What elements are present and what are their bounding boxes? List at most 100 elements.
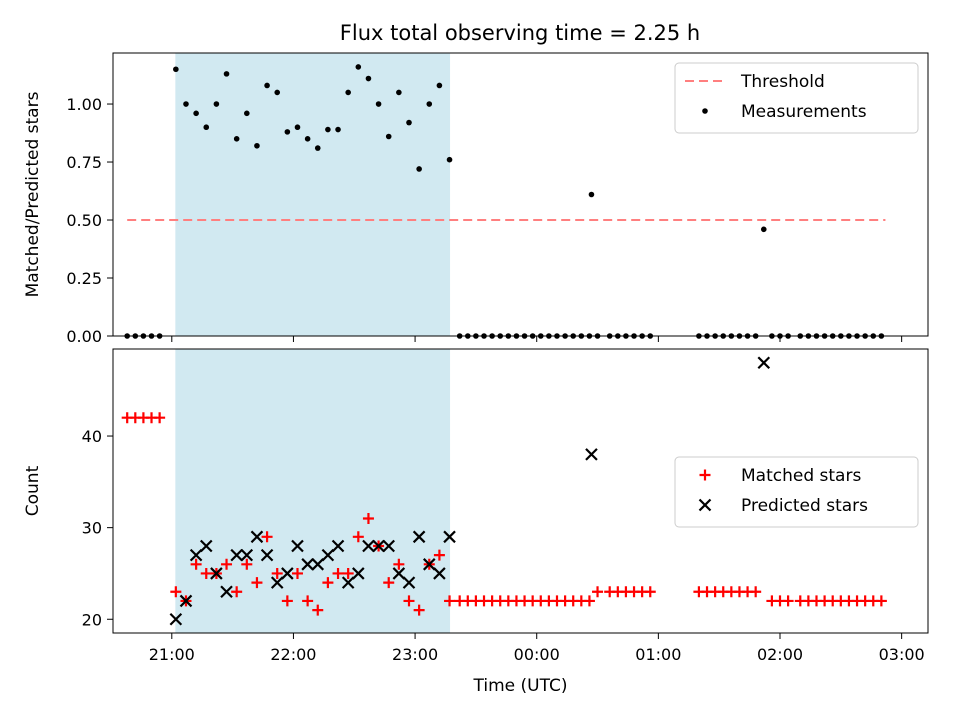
measurements-point: [314, 145, 321, 151]
predicted-stars-point: [443, 530, 456, 544]
matched-stars-point: [383, 577, 395, 589]
matched-stars-point: [281, 595, 293, 607]
measurements-point: [375, 101, 382, 107]
measurements-point: [274, 89, 281, 96]
y-tick-label: 1.00: [66, 95, 102, 114]
measurements-point: [446, 156, 453, 163]
predicted-stars-point: [189, 548, 203, 562]
matched-stars-point: [433, 549, 445, 561]
predicted-stars-point: [331, 539, 345, 553]
predicted-stars-point: [372, 539, 385, 553]
top-panel-frame: [112, 52, 929, 337]
measurements-point: [203, 124, 210, 131]
measurements-point: [588, 191, 595, 198]
measurements-point: [284, 129, 291, 135]
matched-stars-point: [332, 567, 344, 579]
matched-stars-point: [352, 531, 364, 543]
measurements-point: [760, 226, 767, 233]
y-tick-label: 0.75: [66, 153, 102, 172]
x-axis-label: Time (UTC): [473, 676, 568, 696]
top-panel-marks: [124, 64, 886, 339]
y-tick-label: 0.50: [66, 211, 102, 230]
y-tick-label: 40: [82, 427, 102, 446]
predicted-stars-point: [199, 539, 213, 553]
matched-stars-point: [312, 604, 324, 616]
matched-stars-point: [393, 558, 405, 570]
predicted-stars-point: [757, 356, 771, 370]
x-tick-label: 03:00: [879, 645, 925, 664]
y-tick-label: 0.25: [66, 269, 102, 288]
matched-stars-point: [291, 567, 303, 579]
measurements-point: [183, 101, 189, 107]
predicted-stars-point: [301, 558, 314, 571]
measurements-point: [396, 89, 402, 96]
bottom-panel: 21:00 22:00 23:00 00:00 01:00 02:00 03:00 20 30 4…: [23, 348, 929, 696]
predicted-stars-point: [352, 567, 365, 580]
legend-predicted-stars-label: Predicted stars: [741, 496, 868, 516]
measurements-point: [345, 89, 351, 96]
x-tick-label: 23:00: [392, 645, 438, 664]
predicted-stars-point: [392, 567, 406, 580]
measurements-point: [193, 110, 199, 117]
predicted-stars-point: [220, 585, 233, 599]
measurements-point: [244, 110, 250, 117]
measurements-point: [254, 142, 260, 149]
measurements-point: [173, 66, 179, 73]
predicted-stars-point: [362, 539, 375, 553]
measurements-point: [426, 101, 433, 107]
predicted-stars-point: [321, 548, 335, 562]
x-tick-label: 00:00: [514, 645, 560, 664]
y-tick-label: 30: [82, 519, 102, 538]
matched-stars-point: [583, 595, 595, 607]
matched-stars-point: [750, 586, 762, 598]
predicted-stars-point: [291, 539, 304, 553]
measurements-point: [365, 75, 372, 82]
legend-measurements-label: Measurements: [741, 102, 867, 122]
matched-stars-point: [221, 558, 233, 570]
predicted-stars-point: [311, 558, 325, 571]
measurements-point: [385, 133, 392, 140]
matched-stars-point: [241, 558, 253, 570]
matched-stars-point: [322, 577, 334, 589]
x-tick-label: 02:00: [757, 645, 803, 664]
matched-stars-point: [190, 558, 202, 570]
measurements-point: [416, 166, 422, 172]
predicted-stars-point: [341, 576, 355, 589]
bottom-panel-ticks: 21:00 22:00 23:00 00:00 01:00 02:00 03:00 20 30 4…: [82, 427, 925, 664]
x-tick-label: 01:00: [635, 645, 681, 664]
matched-stars-point: [170, 586, 182, 598]
legend-box: [674, 456, 919, 528]
predicted-stars-point: [433, 567, 446, 580]
measurements-point: [304, 136, 311, 142]
predicted-stars-point: [402, 576, 416, 589]
matched-stars-point: [342, 567, 354, 579]
measurements-point: [223, 71, 230, 77]
measurements-point: [233, 136, 240, 142]
matched-stars-point: [154, 412, 166, 424]
predicted-stars-point: [250, 530, 264, 544]
x-tick-label: 21:00: [149, 645, 195, 664]
bottom-panel-frame: [112, 348, 929, 634]
matched-stars-point: [413, 604, 425, 616]
legend-box: [674, 62, 919, 134]
matched-stars-point: [302, 595, 314, 607]
legend-matched-stars-swatch: [699, 469, 711, 481]
legend-matched-stars-label: Matched stars: [741, 466, 861, 486]
top-legend: Threshold Measurements: [674, 62, 919, 134]
bottom-y-axis-label: Count: [23, 465, 43, 516]
matched-stars-point: [362, 512, 374, 524]
top-panel: 0.00 0.25 0.50 0.75 1.00 Matched/Predicted s…: [23, 52, 929, 346]
legend-threshold-label: Threshold: [740, 72, 825, 92]
measurements-point: [355, 64, 362, 70]
measurements-point: [325, 126, 331, 133]
measurements-point: [335, 126, 341, 133]
predicted-stars-point: [260, 548, 274, 562]
legend-measurements-swatch: [702, 108, 708, 114]
observing-span-bottom: [175, 348, 451, 634]
matched-stars-point: [875, 595, 887, 607]
matched-stars-point: [231, 586, 243, 598]
observing-span-top: [175, 52, 451, 337]
predicted-stars-point: [412, 530, 426, 544]
predicted-stars-point: [240, 548, 254, 562]
measurements-point: [436, 82, 443, 89]
